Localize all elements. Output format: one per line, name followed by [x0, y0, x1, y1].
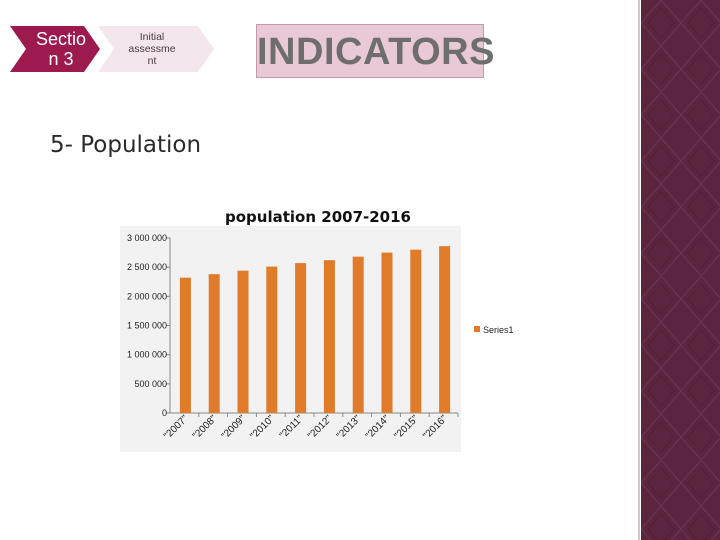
y-tick-label: 3 000 000	[127, 233, 167, 243]
chart-area	[120, 226, 461, 452]
x-tick-label: "2014"	[364, 413, 393, 442]
x-tick-label: "2012"	[306, 413, 335, 442]
side-divider	[638, 0, 640, 540]
section-badge[interactable]	[10, 24, 102, 74]
step-badge[interactable]	[98, 24, 216, 74]
title-box: INDICATORS	[256, 24, 495, 78]
y-tick-label: 1 500 000	[127, 321, 167, 331]
bar	[410, 249, 422, 413]
section-label-line2: n 3	[48, 49, 74, 69]
bar	[295, 263, 307, 413]
legend-swatch	[474, 326, 480, 332]
step-label-line1: Initial	[139, 31, 165, 43]
x-tick-label: "2013"	[335, 413, 364, 442]
decorative-pattern-panel	[641, 0, 720, 540]
bar	[381, 252, 393, 413]
slide-heading: 5- Population	[50, 132, 202, 158]
y-tick-label: 1 000 000	[127, 350, 167, 360]
chart-title: population 2007-2016	[225, 208, 411, 226]
y-tick-label: 2 500 000	[127, 262, 167, 272]
legend-label: Series1	[483, 325, 514, 335]
slide-title: INDICATORS	[257, 31, 495, 73]
x-tick-label: "2009"	[220, 413, 249, 442]
bar	[179, 277, 191, 413]
x-tick-label: "2011"	[278, 413, 306, 441]
pattern-graphic	[641, 0, 720, 540]
x-tick-label: "2010"	[248, 413, 277, 442]
bar	[439, 246, 451, 413]
step-label-line3: nt	[147, 55, 157, 67]
x-tick-label: "2008"	[191, 413, 220, 442]
step-label: Initial assessme nt	[124, 31, 180, 67]
step-label-line2: assessme	[128, 43, 176, 55]
bar	[266, 266, 278, 413]
bar	[208, 274, 220, 413]
bar	[352, 256, 364, 413]
x-tick-label: "2016"	[421, 413, 450, 442]
y-tick-label: 2 000 000	[127, 291, 167, 301]
y-tick-label: 0	[162, 408, 167, 418]
section-label-line1: Sectio	[35, 29, 87, 49]
bar	[323, 260, 335, 413]
x-tick-label: "2015"	[392, 413, 421, 442]
section-label: Sectio n 3	[28, 29, 94, 69]
bar	[237, 270, 249, 413]
y-tick-label: 500 000	[134, 379, 167, 389]
